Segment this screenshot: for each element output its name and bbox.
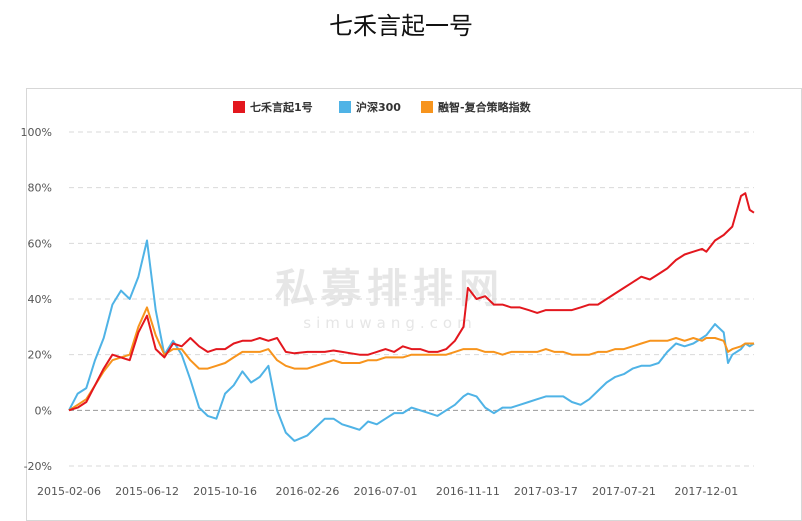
watermark-main-text: 私募排排网 [275, 266, 505, 312]
legend-label: 融智-复合策略指数 [438, 100, 532, 114]
y-tick-label: 0% [35, 404, 52, 417]
y-tick-label: 80% [28, 182, 52, 195]
x-axis: 2015-02-06 2015-06-12 2015-10-16 2016-02-26… [37, 485, 738, 498]
x-tick-label: 2017-03-17 [514, 485, 578, 498]
x-tick-label: 2015-10-16 [193, 485, 257, 498]
legend-label: 七禾言起1号 [250, 100, 313, 114]
y-tick-label: 20% [28, 349, 52, 362]
legend-swatch [339, 101, 351, 113]
y-tick-label: -20% [24, 460, 52, 473]
y-tick-label: 60% [28, 237, 52, 250]
x-tick-label: 2016-02-26 [275, 485, 339, 498]
watermark-sub-text: simuwang.com [303, 314, 476, 332]
legend-item-2[interactable]: 沪深300 [339, 100, 401, 114]
x-tick-label: 2016-11-11 [436, 485, 500, 498]
y-axis: -20% 0% 20% 40% 60% 80% 100% [21, 126, 52, 473]
legend-item-1[interactable]: 七禾言起1号 [233, 100, 313, 114]
watermark: 私募排排网 simuwang.com [275, 266, 505, 332]
x-tick-label: 2017-07-21 [592, 485, 656, 498]
page-title: 七禾言起一号 [329, 12, 473, 40]
series-line-2 [68, 239, 755, 442]
series-line-3 [68, 306, 754, 412]
x-tick-label: 2017-12-01 [674, 485, 738, 498]
legend-swatch [233, 101, 245, 113]
legend-item-3[interactable]: 融智-复合策略指数 [421, 100, 532, 114]
legend-label: 沪深300 [356, 100, 401, 114]
legend-swatch [421, 101, 433, 113]
grid [69, 131, 754, 467]
x-tick-label: 2016-07-01 [354, 485, 418, 498]
x-tick-label: 2015-02-06 [37, 485, 101, 498]
y-tick-label: 100% [21, 126, 52, 139]
y-tick-label: 40% [28, 293, 52, 306]
x-tick-label: 2015-06-12 [115, 485, 179, 498]
series-lines [68, 192, 755, 442]
series-line-1 [68, 192, 755, 412]
legend[interactable]: 七禾言起1号 沪深300 融智-复合策略指数 [233, 100, 532, 114]
